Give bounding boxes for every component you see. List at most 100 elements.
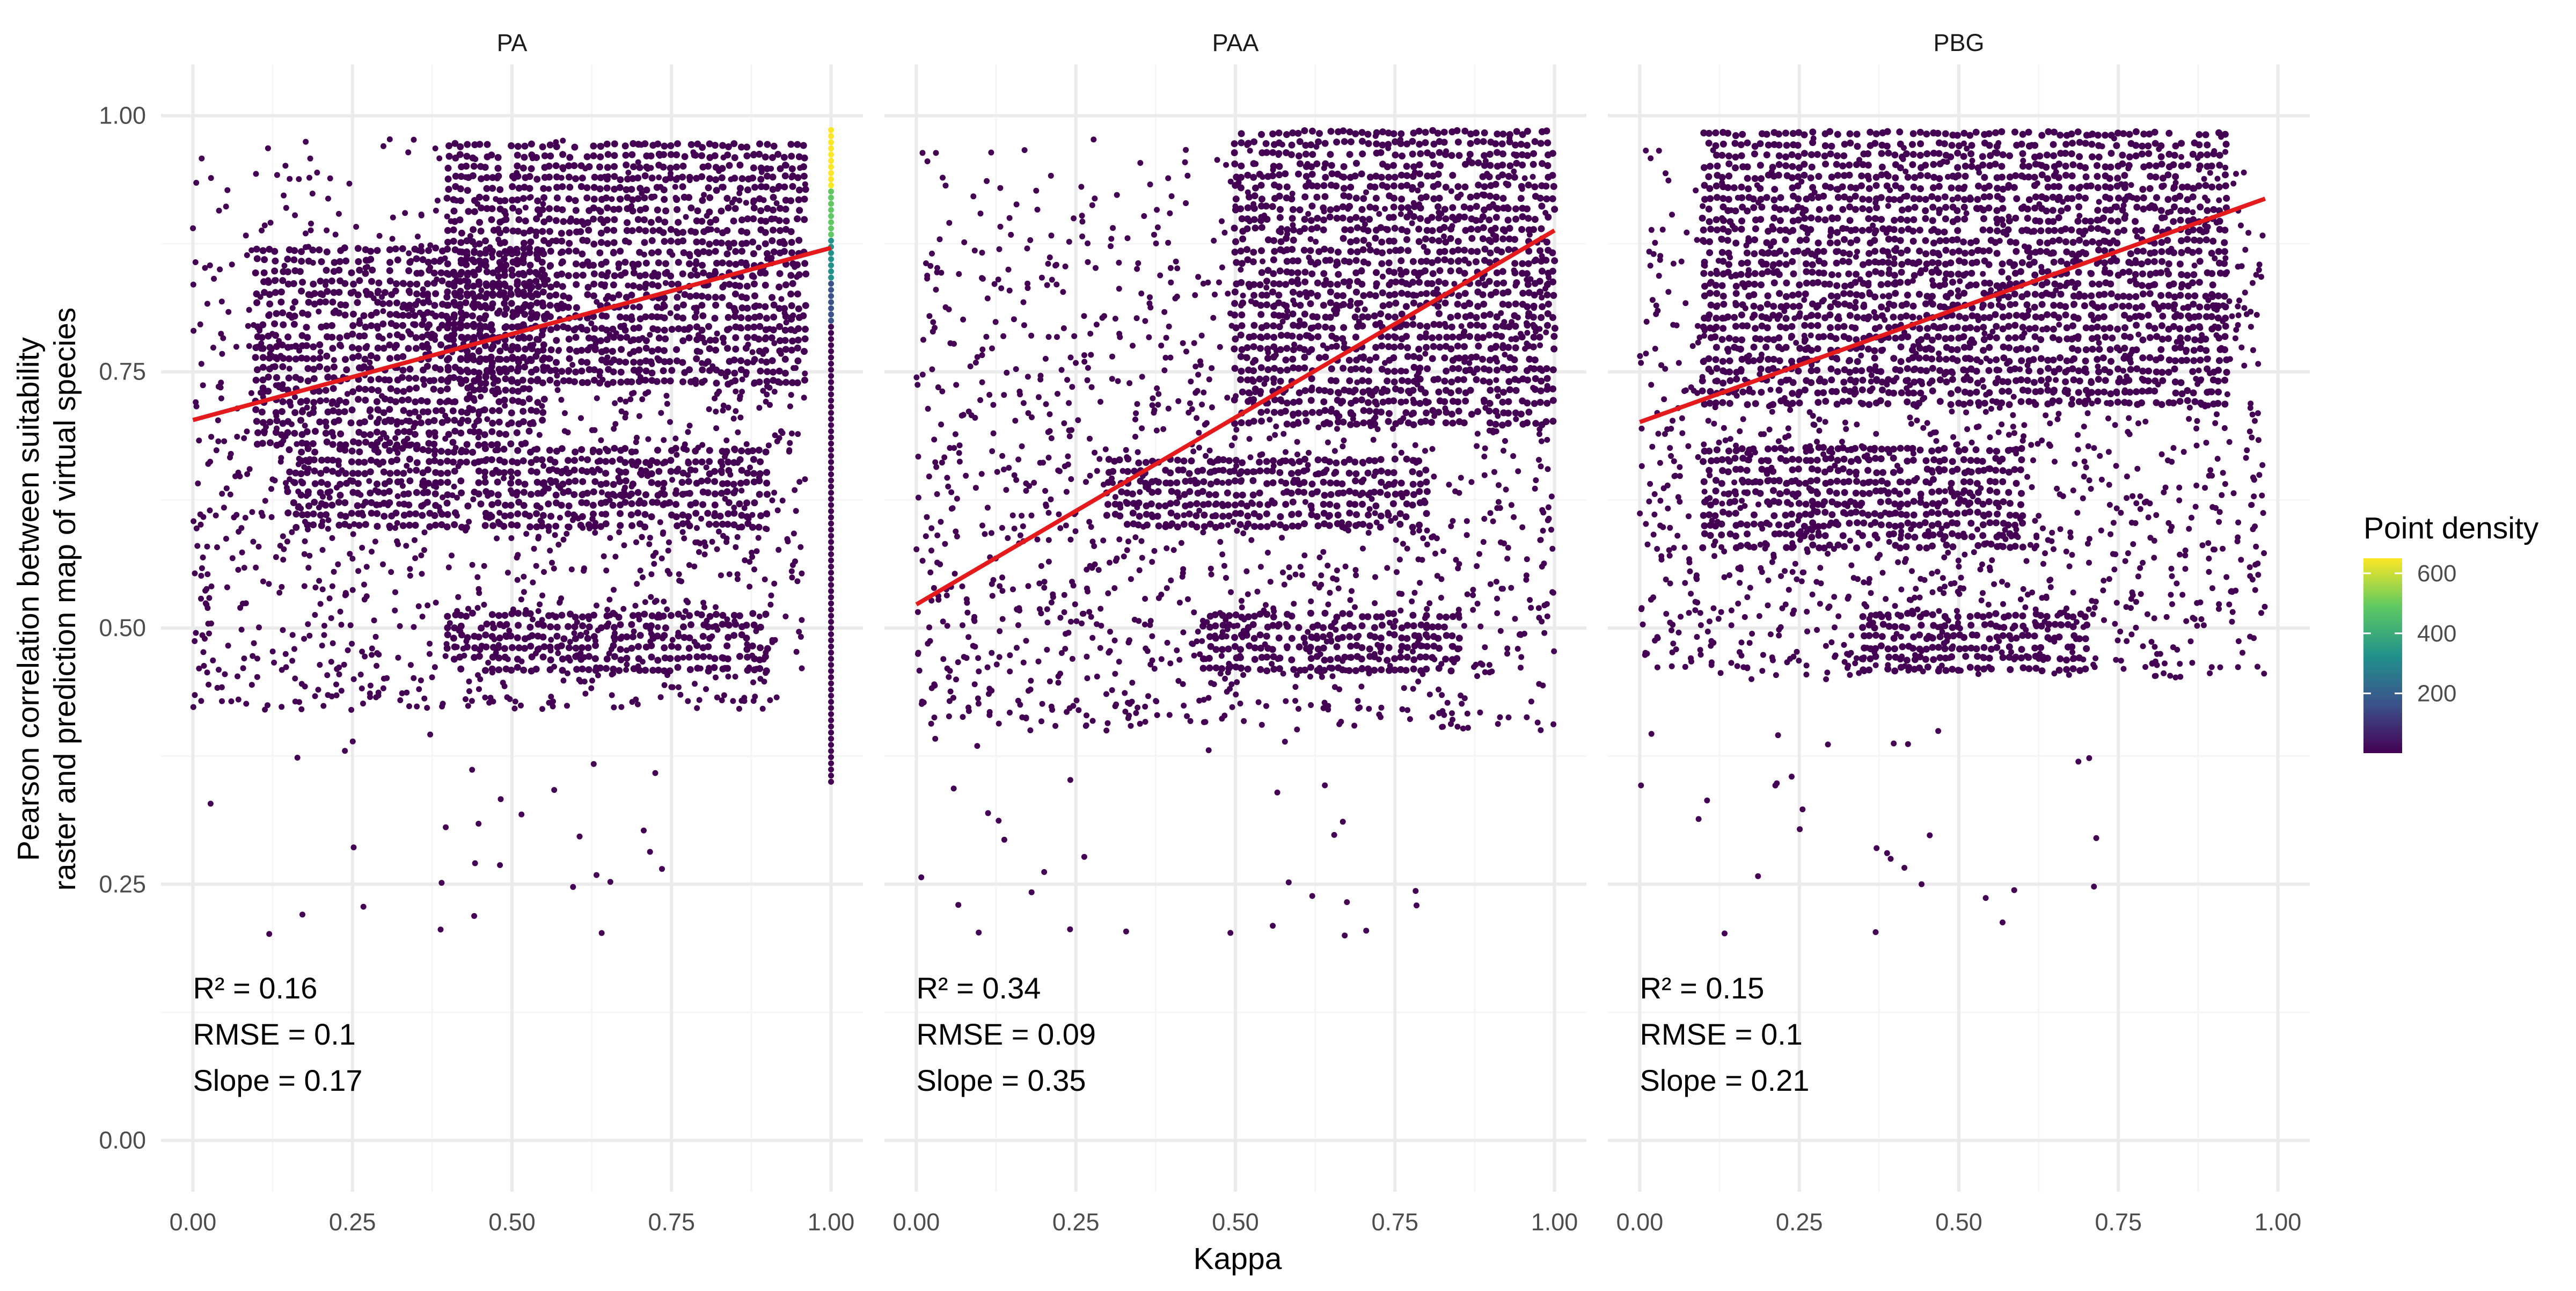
data-point	[418, 419, 425, 426]
data-point	[407, 290, 413, 296]
data-point	[706, 194, 713, 201]
data-point	[253, 418, 260, 425]
data-point	[392, 345, 398, 351]
data-point	[358, 672, 364, 677]
data-point	[528, 165, 535, 172]
data-point	[476, 141, 483, 148]
data-point	[311, 499, 318, 506]
data-point	[470, 172, 477, 179]
data-point	[712, 501, 719, 508]
data-point	[347, 477, 353, 483]
data-point	[471, 248, 478, 255]
data-point	[533, 251, 539, 257]
data-point	[316, 505, 322, 510]
data-point	[618, 346, 625, 353]
data-point	[299, 911, 305, 917]
data-point	[631, 629, 637, 634]
data-point	[1436, 195, 1443, 202]
data-point	[407, 566, 413, 572]
data-point	[306, 411, 312, 417]
data-point	[537, 432, 543, 438]
data-point	[579, 174, 586, 181]
data-point	[579, 644, 586, 651]
data-point	[771, 143, 778, 150]
data-point	[719, 294, 726, 301]
data-point	[582, 165, 588, 171]
data-point	[488, 216, 495, 223]
data-point	[685, 327, 691, 333]
data-point	[580, 525, 586, 531]
data-point	[403, 543, 409, 549]
data-point	[611, 587, 617, 593]
data-point	[456, 628, 462, 633]
data-point	[459, 447, 465, 453]
data-point	[457, 477, 464, 484]
data-point	[260, 247, 267, 254]
data-point	[667, 457, 674, 464]
data-point	[633, 539, 639, 545]
data-point	[491, 381, 496, 387]
data-point	[699, 197, 706, 204]
data-point	[330, 640, 336, 646]
data-point	[560, 218, 567, 225]
data-point	[273, 277, 279, 283]
data-point	[1530, 313, 1537, 320]
data-point	[579, 614, 586, 621]
data-point	[531, 342, 537, 348]
data-point	[482, 373, 488, 379]
data-point	[244, 471, 250, 477]
data-point	[217, 266, 223, 272]
data-point	[828, 145, 834, 151]
data-point	[1354, 224, 1361, 231]
data-point	[431, 269, 438, 276]
data-point	[828, 650, 834, 655]
data-point	[333, 308, 339, 313]
data-point	[828, 342, 834, 348]
data-point	[522, 385, 528, 391]
data-point	[789, 574, 795, 580]
data-point	[342, 513, 349, 520]
data-point	[392, 435, 398, 441]
data-point	[1294, 257, 1301, 264]
data-point	[532, 269, 539, 276]
data-point	[1289, 356, 1296, 363]
data-point	[526, 173, 533, 180]
data-point	[479, 643, 485, 648]
data-point	[743, 240, 750, 247]
data-point	[1257, 281, 1264, 288]
data-point	[1270, 323, 1277, 330]
data-point	[470, 497, 476, 502]
data-point	[612, 493, 618, 499]
data-point	[777, 227, 784, 234]
data-point	[726, 162, 733, 169]
data-point	[586, 666, 592, 673]
data-point	[336, 334, 343, 341]
data-point	[1340, 324, 1347, 331]
data-point	[828, 742, 834, 748]
data-point	[1538, 225, 1545, 232]
data-point	[1544, 291, 1551, 298]
data-point	[415, 234, 421, 239]
data-point	[273, 374, 280, 381]
data-point	[477, 163, 483, 169]
data-point	[501, 469, 508, 476]
data-point	[304, 428, 311, 435]
data-point	[399, 334, 406, 341]
data-point	[312, 693, 318, 699]
data-point	[261, 431, 267, 436]
data-point	[361, 431, 368, 438]
data-point	[421, 547, 427, 553]
data-point	[705, 294, 712, 301]
data-point	[431, 302, 438, 309]
data-point	[699, 312, 706, 319]
data-point	[617, 247, 624, 254]
data-point	[623, 399, 628, 405]
data-point	[374, 523, 381, 530]
data-point	[698, 516, 704, 522]
data-point	[1329, 325, 1336, 332]
data-point	[719, 142, 726, 149]
data-point	[361, 459, 368, 466]
data-point	[562, 410, 568, 416]
data-point	[465, 417, 472, 424]
data-point	[1423, 410, 1430, 417]
